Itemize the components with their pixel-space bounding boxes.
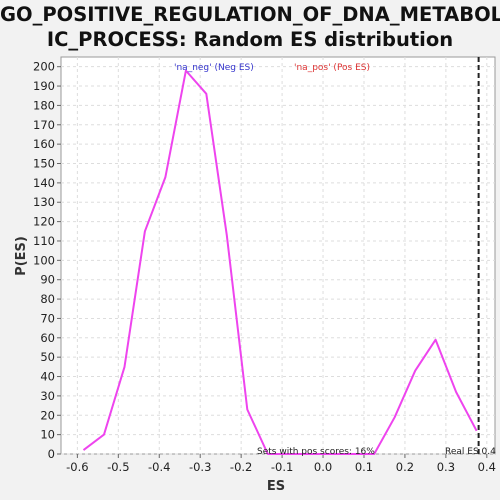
x-tick-label: -0.1	[271, 460, 293, 474]
legend-neg-label: 'na_neg' (Neg ES)	[174, 63, 254, 73]
y-tick-label: 140	[33, 176, 55, 190]
legend-pos-label: 'na_pos' (Pos ES)	[294, 63, 370, 73]
y-tick-label: 90	[40, 273, 55, 287]
y-tick-label: 0	[48, 447, 55, 461]
series-group	[82, 69, 478, 455]
y-tick-label: 180	[33, 98, 55, 112]
y-tick-label: 10	[40, 428, 55, 442]
y-tick-label: 120	[33, 215, 55, 229]
x-tick-label: -0.5	[107, 460, 129, 474]
plot-area	[60, 56, 496, 455]
y-tick-label: 20	[40, 408, 55, 422]
y-tick-label: 80	[40, 292, 55, 306]
y-tick-label: 200	[33, 60, 55, 74]
x-tick-label: 0.1	[355, 460, 373, 474]
x-tick-label: -0.3	[189, 460, 211, 474]
x-tick-label: 0.3	[437, 460, 455, 474]
y-tick-label: 110	[33, 234, 55, 248]
y-tick-label: 190	[33, 79, 55, 93]
y-tick-label: 50	[40, 350, 55, 364]
x-tick-label: 0.2	[396, 460, 414, 474]
x-axis-label: ES	[267, 479, 285, 494]
y-tick-label: 60	[40, 331, 55, 345]
real-es-label: Real ES 0.4	[445, 447, 496, 457]
x-tick-label: -0.2	[230, 460, 252, 474]
y-tick-label: 150	[33, 157, 55, 171]
grid-lines	[61, 57, 495, 455]
pos-scores-annotation: Sets with pos scores: 16%	[257, 447, 375, 457]
y-tick-label: 130	[33, 195, 55, 209]
y-tick-label: 160	[33, 137, 55, 151]
x-tick-label: 0.4	[478, 460, 496, 474]
y-axis-ticks: 0 10 20 30 40 50 60 70 80 90 100 110 120 130 140 150 160…	[33, 60, 61, 461]
chart-title: GO_POSITIVE_REGULATION_OF_DNA_METABOL IC…	[0, 2, 500, 52]
chart-title-line-2: IC_PROCESS: Random ES distribution	[46, 28, 454, 51]
y-tick-label: 40	[40, 370, 55, 384]
y-tick-label: 170	[33, 118, 55, 132]
x-tick-label: 0.0	[314, 460, 332, 474]
x-tick-label: -0.6	[66, 460, 88, 474]
y-tick-label: 70	[40, 311, 55, 325]
x-tick-label: -0.4	[148, 460, 170, 474]
y-tick-label: 30	[40, 389, 55, 403]
series-line	[82, 69, 478, 455]
y-tick-label: 100	[33, 253, 55, 267]
y-axis-label: P(ES)	[14, 236, 29, 276]
x-axis-ticks: -0.6 -0.5 -0.4 -0.3 -0.2 -0.1 0.0 0.1 0.2 0.3 0.4	[66, 454, 496, 474]
chart-title-line-1: GO_POSITIVE_REGULATION_OF_DNA_METABOL	[0, 3, 500, 26]
